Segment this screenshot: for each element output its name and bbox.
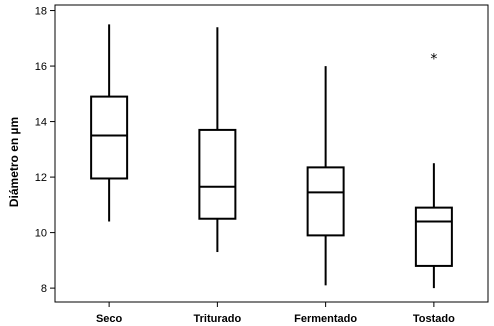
iqr-box <box>90 95 129 180</box>
box-triturado <box>198 27 237 253</box>
y-tick-label: 14 <box>35 117 47 129</box>
plot-area <box>54 4 489 303</box>
y-tick-label: 10 <box>35 228 47 240</box>
box-series: * <box>90 24 453 289</box>
x-tick-label: Tostado <box>413 313 455 325</box>
outlier-point: * <box>430 51 437 67</box>
box-fermentado <box>306 66 345 286</box>
y-tick-label: 12 <box>35 172 47 184</box>
y-tick-label: 16 <box>35 61 47 73</box>
x-tick-label: Triturado <box>194 313 242 325</box>
y-axis-title: Diámetro en µm <box>7 117 21 207</box>
x-tick-label: Seco <box>96 313 123 325</box>
y-axis: 8 10 12 14 16 18 <box>35 6 55 295</box>
y-tick-label: 8 <box>41 283 47 295</box>
iqr-box <box>198 128 237 220</box>
box-tostado: * <box>414 51 453 289</box>
x-axis: Seco Triturado Fermentado Tostado <box>96 302 455 325</box>
x-tick-label: Fermentado <box>294 313 357 325</box>
y-tick-label: 18 <box>35 6 47 18</box>
iqr-box <box>414 206 453 267</box>
iqr-box <box>306 166 345 237</box>
plot-border <box>54 4 489 303</box>
box-seco <box>90 24 129 222</box>
